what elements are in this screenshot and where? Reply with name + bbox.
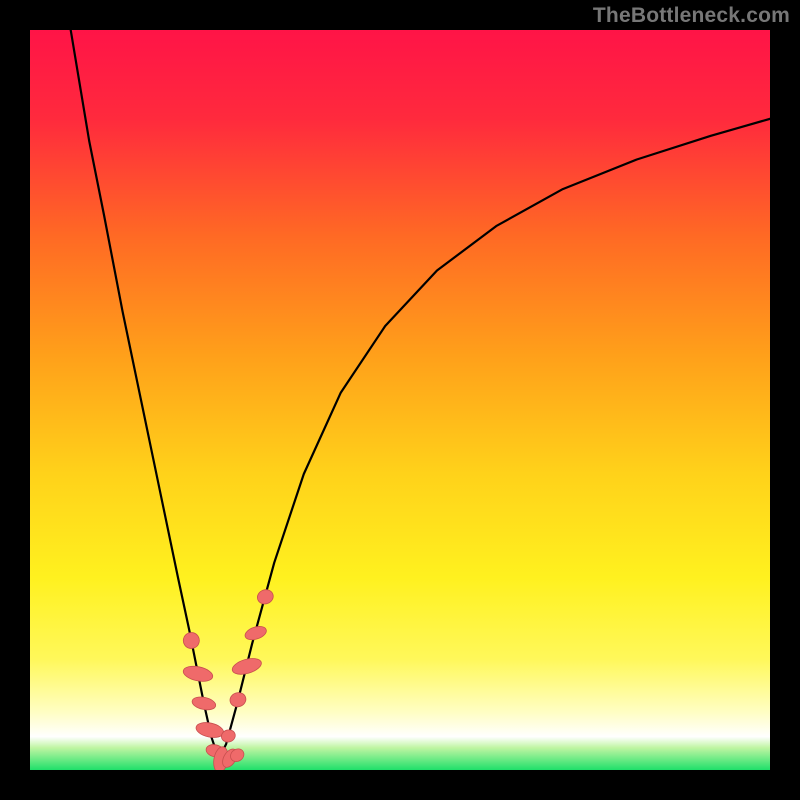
chart-frame: TheBottleneck.com	[0, 0, 800, 800]
watermark-text: TheBottleneck.com	[593, 4, 790, 28]
plot-area	[30, 30, 770, 770]
plot-svg	[30, 30, 770, 770]
